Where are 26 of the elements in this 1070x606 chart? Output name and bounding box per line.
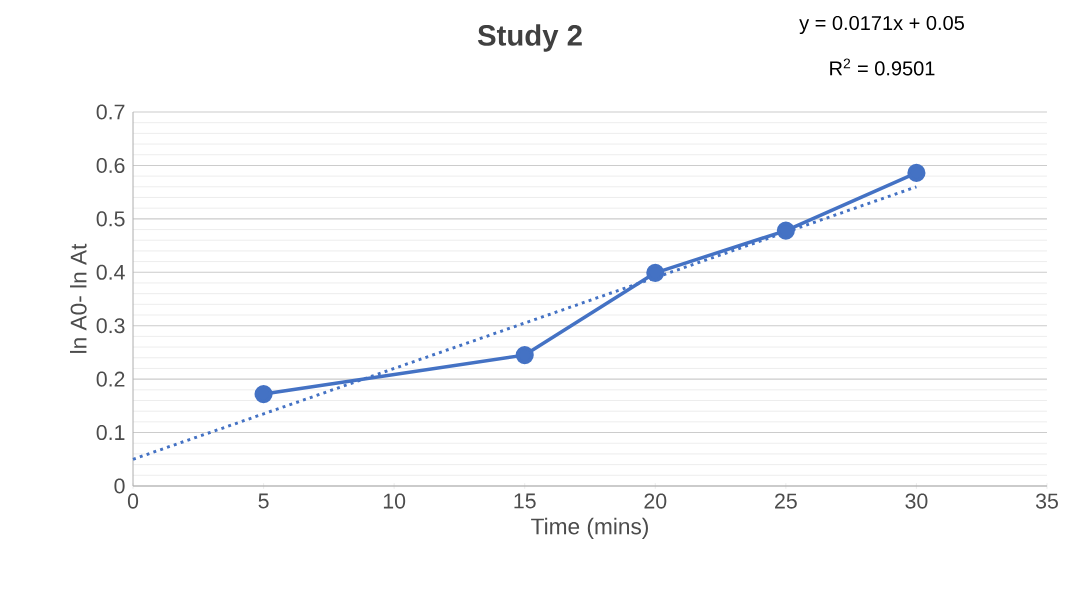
y-tick-label: 0.6 (96, 157, 125, 173)
y-tick-label: 0.7 (96, 104, 125, 120)
x-tick-label: 30 (905, 493, 928, 509)
x-tick-label: 5 (258, 493, 269, 509)
y-tick-label: 0.1 (96, 425, 125, 441)
y-tick-label: 0.4 (96, 264, 125, 280)
y-tick-label: 0.5 (96, 211, 125, 227)
x-tick-label: 15 (514, 493, 536, 509)
y-tick-label: 0.3 (96, 318, 125, 334)
x-axis-title: Time (mins) (531, 517, 648, 539)
x-tick-label: 20 (644, 493, 667, 509)
chart-title: Study 2 (477, 24, 582, 52)
text: R$^{2}$ = 0.9501 (830, 58, 935, 76)
point (254, 385, 273, 404)
y-tick-label: 0.2 (96, 371, 125, 387)
y-tick-label: 0 (114, 478, 125, 494)
point (646, 263, 665, 282)
y-axis-title: ln A0- ln At (70, 243, 87, 353)
x-tick-label: 10 (383, 493, 406, 509)
point (776, 221, 795, 240)
point (515, 346, 534, 365)
x-tick-label: 0 (127, 493, 139, 509)
x-tick-label: 35 (1035, 493, 1058, 509)
x-tick-label: 25 (775, 493, 797, 509)
text: y = 0.0171x + 0.05 (799, 15, 964, 35)
point (907, 163, 926, 182)
